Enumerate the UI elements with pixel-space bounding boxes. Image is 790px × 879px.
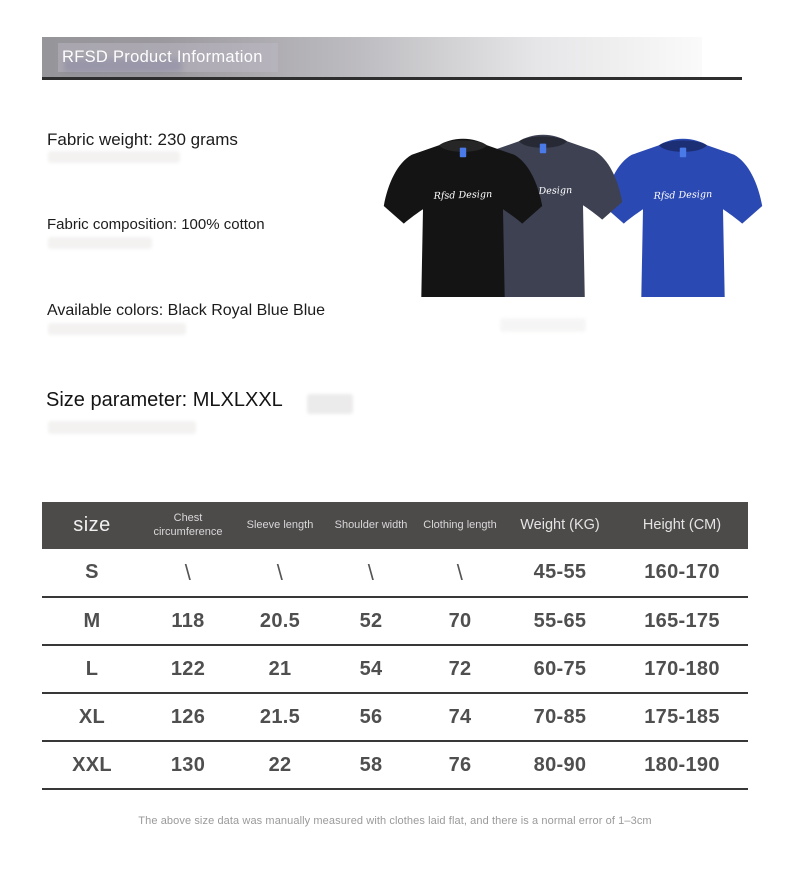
neck-tag (679, 147, 687, 158)
size-parameter-text: Size parameter: MLXLXXL (46, 389, 283, 411)
header-ghost-text (64, 59, 182, 72)
table-cell: 70-85 (533, 705, 587, 728)
measurement-note: The above size data was manually measure… (138, 815, 652, 827)
table-cell: 55-65 (533, 609, 587, 632)
table-cell: 56 (359, 705, 383, 728)
col-header-sleeve: Sleeve length (246, 518, 314, 531)
chest-print-text: Rfsd Design (652, 189, 712, 202)
fabric-composition-text: Fabric composition: 100% cotton (47, 216, 265, 233)
table-cell: 20.5 (259, 609, 301, 632)
neck-tag (539, 143, 547, 154)
table-cell: \ (456, 559, 464, 585)
table-cell: \ (367, 559, 375, 585)
ghost-text (48, 323, 186, 335)
table-cell: 74 (448, 705, 472, 728)
table-cell: \ (184, 559, 192, 585)
neck-tag (459, 147, 467, 158)
table-cell: XL (78, 705, 106, 728)
collar (519, 136, 567, 148)
chest-print-text: Rfsd Design (432, 189, 492, 202)
col-header-size: size (73, 514, 111, 536)
table-cell: 160-170 (644, 561, 720, 583)
table-cell: 22 (268, 753, 292, 776)
table-cell: 170-180 (644, 657, 720, 680)
table-cell: 45-55 (533, 561, 587, 583)
table-cell: 76 (448, 753, 472, 776)
collar (659, 140, 707, 152)
collar (439, 140, 487, 152)
header-banner: RFSD Product Information (42, 37, 702, 78)
table-cell: S (85, 561, 99, 583)
table-row: M 118 20.5 52 70 55-65 165-175 (42, 597, 748, 645)
table-cell: 52 (359, 609, 383, 632)
tshirt-blue: Rfsd Design (603, 138, 763, 297)
ghost-text (500, 318, 586, 332)
table-cell: 180-190 (644, 753, 720, 776)
tshirts-illustration: Rfsd Design Rfsd Design Rfsd Design (383, 134, 763, 297)
table-row: L 122 21 54 72 60-75 170-180 (42, 645, 748, 693)
table-row: XL 126 21.5 56 74 70-85 175-185 (42, 693, 748, 741)
table-cell: 175-185 (644, 705, 720, 728)
available-colors-text: Available colors: Black Royal Blue Blue (47, 302, 326, 319)
table-row: S \ \ \ \ 45-55 160-170 (42, 549, 748, 597)
table-cell: 122 (170, 657, 206, 680)
table-cell: XXL (72, 753, 112, 776)
ghost-text (48, 421, 196, 434)
col-header-chest: Chest circumference (153, 511, 223, 538)
page-title: RFSD Product Information (62, 48, 263, 66)
ghost-text (48, 237, 152, 249)
table-cell: 80-90 (533, 753, 587, 776)
product-photo: Rfsd Design Rfsd Design Rfsd Design (383, 128, 763, 297)
header-row: size Chest circumference Sleeve length S… (42, 502, 748, 549)
table-cell: 126 (170, 705, 206, 728)
col-header-weight: Weight (KG) (520, 517, 600, 534)
table-cell: L (85, 657, 99, 680)
col-header-height: Height (CM) (642, 517, 722, 534)
ghost-text (48, 151, 180, 163)
table-row: XXL 130 22 58 76 80-90 180-190 (42, 741, 748, 789)
table-cell: 70 (448, 609, 472, 632)
header-banner-highlight (58, 43, 278, 72)
size-table: size Chest circumference Sleeve length S… (42, 502, 748, 790)
tshirt-black: Rfsd Design (383, 138, 543, 297)
fabric-weight-text: Fabric weight: 230 grams (47, 130, 238, 149)
ghost-text (307, 394, 353, 414)
table-cell: 118 (171, 609, 205, 632)
table-cell: 54 (359, 657, 383, 680)
size-table-body: S \ \ \ \ 45-55 160-170 M 118 20.5 52 70 55-65 165-17… (42, 549, 748, 789)
table-cell: 60-75 (533, 657, 587, 680)
table-cell: 130 (170, 753, 206, 776)
table-cell: 21 (268, 657, 292, 680)
col-header-shoulder: Shoulder width (334, 518, 408, 531)
table-cell: 165-175 (644, 609, 720, 632)
table-cell: 58 (359, 753, 383, 776)
col-header-length: Clothing length (423, 518, 497, 531)
header-underline (42, 77, 742, 80)
table-cell: 21.5 (259, 705, 301, 728)
table-cell: M (83, 609, 101, 632)
size-table-header: size Chest circumference Sleeve length S… (42, 502, 748, 549)
table-cell: 72 (448, 657, 472, 680)
table-cell: \ (276, 559, 284, 585)
